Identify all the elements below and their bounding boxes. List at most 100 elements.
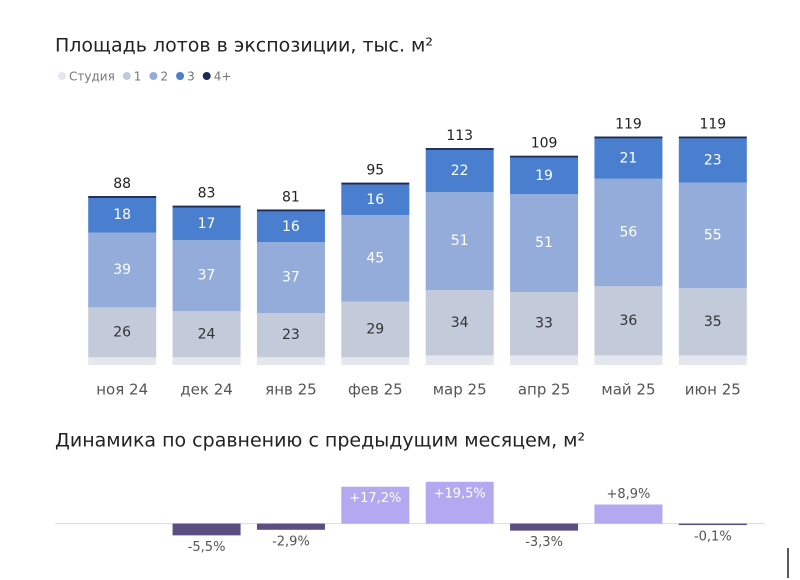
total-label: 119 [699, 117, 726, 133]
data-label: 37 [282, 270, 300, 286]
data-label: 34 [451, 315, 469, 331]
legend-label: 2 [160, 70, 168, 84]
bar-segment [172, 205, 241, 208]
legend-marker [202, 72, 211, 80]
bar-segment [510, 155, 579, 158]
bar-segment [88, 307, 157, 358]
legend-label: Студия [69, 70, 115, 84]
data-label: 24 [198, 326, 216, 342]
data-label: 51 [535, 235, 553, 251]
bar-segment [510, 355, 579, 365]
bar-segment [510, 157, 579, 195]
bar-segment [341, 301, 410, 358]
bar-segment [256, 242, 325, 314]
bar [594, 504, 663, 524]
bar-segment [678, 288, 747, 356]
bar-segment [172, 207, 241, 241]
data-label: +17,2% [349, 491, 401, 506]
bar-segment [594, 136, 663, 139]
bar [256, 523, 325, 530]
data-label: 23 [704, 153, 722, 169]
legend-label: 3 [187, 70, 195, 84]
x-tick-label: дек 24 [180, 381, 233, 399]
legend-marker [122, 72, 131, 80]
bar [172, 523, 241, 536]
bar-segment [425, 290, 494, 356]
data-label: -0,1% [694, 530, 732, 545]
data-label: 21 [620, 151, 638, 167]
bar-segment [172, 311, 241, 358]
chart-title: Динамика по сравнению с предыдущим месяц… [55, 430, 585, 452]
data-label: 19 [535, 168, 553, 184]
legend-marker [58, 72, 66, 80]
bar-segment [172, 240, 241, 312]
bar-segment [88, 357, 157, 365]
data-label: -2,9% [272, 534, 310, 549]
data-label: -5,5% [188, 540, 226, 555]
data-label: 23 [282, 327, 300, 343]
bar-segment [594, 178, 663, 287]
bar-segment [341, 182, 410, 185]
bar-segment [256, 209, 325, 212]
bar-segment [594, 138, 663, 179]
bar-segment [594, 286, 663, 356]
data-label: +8,9% [606, 487, 650, 502]
legend-label: 1 [134, 70, 142, 84]
x-tick-label: янв 25 [265, 381, 317, 399]
data-label: 26 [113, 324, 131, 340]
data-label: 16 [366, 192, 384, 208]
x-tick-label: апр 25 [518, 381, 570, 399]
data-label: 17 [198, 216, 216, 232]
legend-marker [149, 72, 158, 80]
data-label: 18 [113, 207, 131, 223]
legend-marker [176, 72, 185, 80]
bar [341, 486, 410, 524]
total-label: 109 [531, 136, 558, 152]
x-tick-label: май 25 [601, 381, 655, 399]
data-label: 36 [620, 313, 638, 329]
data-label: 16 [282, 219, 300, 235]
bar-segment [425, 192, 494, 291]
bar-segment [172, 357, 241, 365]
bar-segment [88, 197, 157, 233]
legend-label: 4+ [214, 70, 232, 84]
bar-segment [594, 355, 663, 365]
x-tick-label: фев 25 [348, 381, 403, 399]
bar [678, 523, 747, 526]
data-label: 55 [704, 227, 722, 243]
bar-segment [678, 355, 747, 365]
bar-segment [256, 357, 325, 365]
data-label: 51 [451, 233, 469, 249]
data-label: 33 [535, 316, 553, 332]
total-label: 95 [366, 163, 384, 179]
data-label: 29 [366, 321, 384, 337]
data-label: 45 [366, 250, 384, 266]
data-label: 37 [198, 268, 216, 284]
bar-segment [678, 138, 747, 183]
total-label: 88 [113, 176, 131, 192]
bar-segment [256, 313, 325, 358]
bar-segment [425, 148, 494, 150]
bar-segment [425, 149, 494, 193]
bar-segment [88, 196, 157, 198]
bar-segment [510, 194, 579, 293]
bar-segment [678, 182, 747, 289]
data-label: 56 [620, 225, 638, 241]
x-tick-label: июн 25 [685, 381, 741, 399]
bar-segment [341, 357, 410, 365]
data-label: -3,3% [525, 535, 563, 550]
bar-segment [341, 215, 410, 302]
bar-segment [510, 292, 579, 356]
bar-segment [678, 136, 747, 139]
data-label: 39 [113, 262, 131, 278]
total-label: 81 [282, 189, 300, 205]
data-label: +19,5% [434, 486, 486, 501]
total-label: 83 [198, 186, 216, 202]
bar-segment [341, 184, 410, 216]
bar-segment [88, 232, 157, 308]
data-label: 35 [704, 314, 722, 330]
bar [425, 481, 494, 524]
bar-segment [256, 211, 325, 243]
total-label: 113 [446, 128, 473, 144]
